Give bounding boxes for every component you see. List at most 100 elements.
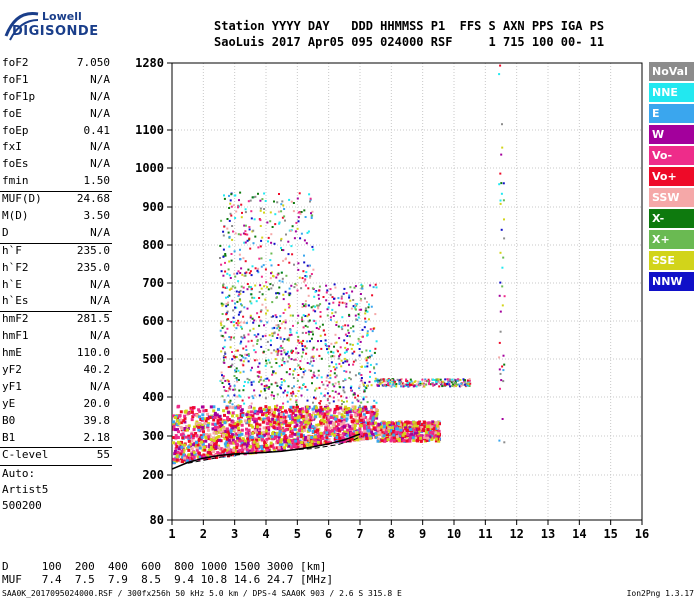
echo-point (346, 348, 349, 351)
echo-point (292, 373, 294, 376)
echo-point (187, 424, 191, 428)
echo-point (295, 423, 299, 427)
echo-point (325, 431, 329, 435)
echo-point (249, 199, 252, 202)
echo-point (388, 429, 392, 433)
echo-point (325, 380, 328, 382)
echo-point (337, 434, 341, 438)
echo-point (334, 382, 337, 385)
echo-point (320, 412, 324, 416)
echo-point (230, 433, 234, 437)
echo-point (258, 257, 261, 260)
echo-point (300, 435, 304, 439)
echo-point (370, 432, 374, 436)
echo-point (277, 426, 281, 430)
echo-point (288, 294, 291, 297)
echo-point (258, 423, 262, 427)
echo-point (361, 285, 364, 288)
echo-point (349, 378, 352, 381)
echo-point (302, 444, 306, 448)
echo-point (231, 358, 234, 361)
echo-point (334, 417, 337, 421)
echo-point (304, 345, 307, 348)
echo-point (246, 239, 249, 242)
echo-point (231, 438, 235, 442)
echo-point (351, 401, 354, 404)
echo-point (314, 415, 318, 419)
echo-point (351, 343, 354, 346)
echo-point (262, 350, 265, 353)
echo-point (245, 349, 248, 351)
echo-point (234, 194, 237, 197)
echo-point (316, 440, 320, 444)
param-separator (0, 191, 112, 193)
echo-point (339, 346, 342, 349)
echo-point (207, 437, 211, 441)
echo-point (368, 318, 370, 321)
echo-point (281, 249, 283, 251)
echo-point (192, 434, 196, 438)
echo-point (236, 426, 240, 430)
echo-point (251, 445, 255, 449)
echo-point (231, 351, 233, 353)
echo-point (395, 385, 398, 388)
echo-point (223, 325, 226, 328)
echo-point (237, 369, 240, 372)
param-value: 1.50 (83, 174, 111, 188)
echo-point (297, 268, 300, 271)
echo-point (294, 439, 297, 443)
echo-point (264, 364, 267, 367)
echo-point (446, 378, 449, 381)
echo-point (227, 318, 230, 321)
echo-point (277, 417, 281, 421)
x-tick-label: 13 (541, 527, 555, 541)
echo-point (366, 384, 368, 387)
echo-point (385, 385, 388, 388)
echo-point (363, 429, 367, 433)
echo-point (276, 384, 279, 387)
echo-point (292, 350, 294, 353)
legend-item-sse: SSE (649, 251, 694, 270)
echo-point (225, 427, 229, 431)
echo-point (364, 386, 367, 388)
echo-point (428, 431, 432, 435)
echo-point (373, 399, 376, 402)
echo-point (260, 287, 263, 290)
echo-point (444, 384, 447, 387)
echo-point (262, 379, 265, 382)
echo-point (241, 337, 244, 340)
polarization-legend: NoVal NNE E W Vo- Vo+ SSW X- X+ SSE NNW (649, 62, 694, 293)
echo-point (266, 321, 269, 324)
echo-point (370, 384, 373, 387)
echo-point (326, 418, 330, 422)
echo-point (232, 388, 235, 391)
echo-point (227, 450, 231, 454)
echo-point (279, 440, 283, 444)
param-row: fxI N/A (0, 140, 112, 157)
param-value: 3.50 (83, 209, 111, 223)
echo-point (250, 286, 252, 289)
echo-point (266, 416, 270, 420)
echo-point (272, 414, 276, 418)
echo-point (335, 374, 338, 377)
echo-point (499, 202, 502, 205)
echo-point (366, 356, 369, 359)
echo-point (363, 426, 366, 430)
echo-point (265, 384, 268, 387)
echo-point (345, 350, 348, 353)
echo-point (244, 274, 247, 277)
echo-point (239, 258, 242, 261)
echo-point (345, 417, 349, 421)
echo-point (268, 334, 271, 337)
echo-point (356, 398, 359, 401)
echo-point (270, 365, 273, 368)
echo-point (287, 439, 290, 443)
echo-point (389, 385, 392, 388)
echo-point (237, 322, 240, 325)
echo-point (365, 411, 369, 414)
echo-point (258, 372, 261, 374)
x-tick-label: 1 (168, 527, 175, 541)
echo-point (277, 438, 281, 442)
echo-point (295, 401, 298, 404)
echo-point (351, 405, 355, 409)
